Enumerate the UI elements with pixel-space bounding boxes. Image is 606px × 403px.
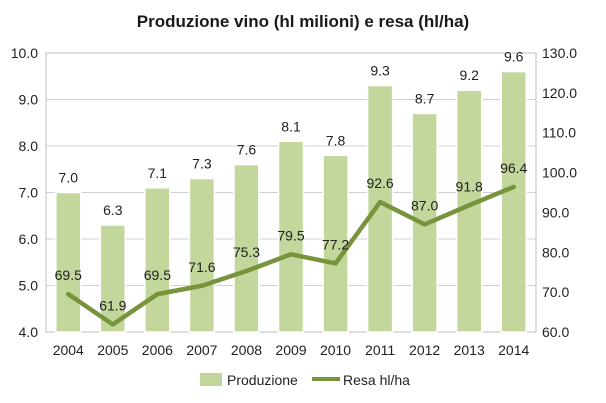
x-tick-label: 2004	[53, 342, 84, 358]
right-tick-label: 110.0	[542, 125, 576, 141]
data-label-resa: 69.5	[144, 267, 171, 283]
x-tick-label: 2008	[231, 342, 262, 358]
chart-title: Produzione vino (hl milioni) e resa (hl/…	[137, 12, 469, 31]
x-tick-label: 2005	[97, 342, 128, 358]
data-label-resa: 69.5	[55, 267, 82, 283]
bar-produzione-2006	[144, 187, 171, 333]
bar-produzione-2007	[188, 177, 216, 333]
point-resa-2006	[155, 292, 160, 297]
bar-produzione-2005	[99, 224, 127, 333]
x-tick-label: 2011	[365, 342, 395, 358]
point-resa-2009	[289, 252, 293, 257]
right-tick-label: 120.0	[542, 85, 577, 101]
x-tick-label: 2006	[142, 342, 173, 358]
left-tick-label: 7.0	[19, 185, 39, 201]
bar-produzione-2011	[366, 84, 394, 333]
point-resa-2013	[467, 203, 472, 208]
legend-swatch-produzione	[200, 373, 222, 386]
data-label-resa: 79.5	[277, 227, 304, 243]
data-label-produzione: 7.1	[148, 165, 168, 181]
left-tick-label: 5.0	[19, 278, 39, 294]
right-tick-label: 80.0	[542, 244, 569, 260]
x-tick-label: 2013	[454, 342, 485, 358]
right-tick-label: 130.0	[542, 45, 577, 61]
legend-label-produzione: Produzione	[227, 372, 298, 388]
point-resa-2012	[422, 222, 427, 227]
right-tick-label: 90.0	[542, 204, 569, 220]
x-tick-label: 2010	[320, 342, 351, 358]
right-tick-label: 70.0	[542, 284, 569, 300]
bar-produzione-2004	[55, 191, 82, 333]
x-tick-label: 2012	[409, 342, 440, 358]
data-label-produzione: 7.0	[59, 170, 79, 186]
data-labels: 7.0 6.3 7.1 7.3 7.6 8.1 7.8 9.3 8.7 9.2 9.6 69.5 61.…	[55, 49, 528, 314]
data-label-produzione: 9.6	[504, 49, 524, 65]
data-label-resa: 87.0	[411, 197, 438, 213]
left-axis: 4.0 5.0 6.0 7.0 8.0 9.0 10.0	[11, 45, 38, 340]
data-label-produzione: 7.6	[237, 142, 257, 158]
right-axis: 60.0 70.0 80.0 90.0 100.0 110.0 120.0 130.0	[542, 45, 577, 340]
data-label-produzione: 8.7	[415, 90, 435, 106]
left-tick-label: 8.0	[19, 138, 39, 154]
left-tick-label: 10.0	[11, 45, 38, 61]
right-tick-label: 100.0	[542, 165, 577, 181]
x-tick-label: 2007	[186, 342, 217, 358]
line-series	[66, 184, 516, 327]
data-label-resa: 91.8	[456, 178, 483, 194]
left-tick-label: 9.0	[19, 92, 39, 108]
point-resa-2008	[244, 269, 249, 274]
data-label-resa: 75.3	[233, 244, 260, 260]
bar-produzione-2008	[233, 163, 260, 333]
data-label-produzione: 7.3	[192, 156, 212, 172]
left-tick-label: 6.0	[19, 231, 39, 247]
point-resa-2007	[199, 283, 204, 288]
data-label-produzione: 6.3	[103, 202, 123, 218]
x-axis: 2004 2005 2006 2007 2008 2009 2010 2011 2012 2013…	[53, 342, 530, 358]
bar-produzione-2014	[500, 70, 527, 333]
bar-series	[55, 70, 527, 333]
data-label-resa: 92.6	[366, 175, 393, 191]
x-tick-label: 2009	[275, 342, 306, 358]
data-label-resa: 96.4	[500, 160, 527, 176]
point-resa-2005	[110, 322, 115, 327]
point-resa-2010	[333, 261, 338, 266]
right-tick-label: 60.0	[542, 324, 569, 340]
data-label-resa: 77.2	[322, 236, 349, 252]
legend: Produzione Resa hl/ha	[200, 372, 410, 388]
point-resa-2004	[66, 292, 71, 297]
x-tick-label: 2014	[498, 342, 529, 358]
point-resa-2011	[378, 200, 383, 205]
bar-produzione-2009	[277, 140, 305, 333]
data-label-produzione: 9.2	[459, 67, 479, 83]
legend-label-resa: Resa hl/ha	[343, 372, 410, 388]
data-label-resa: 71.6	[188, 259, 215, 275]
data-label-produzione: 7.8	[326, 132, 346, 148]
data-label-produzione: 8.1	[281, 118, 301, 134]
point-resa-2014	[511, 184, 516, 189]
left-tick-label: 4.0	[19, 324, 39, 340]
data-label-resa: 61.9	[99, 297, 126, 313]
data-label-produzione: 9.3	[370, 63, 390, 79]
